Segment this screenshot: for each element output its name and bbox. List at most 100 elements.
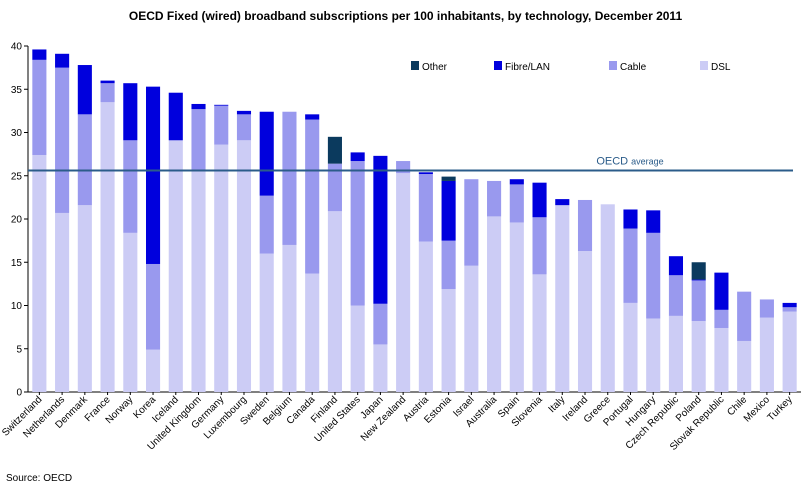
bar-dsl-austria [418,241,433,392]
bar-cable-israel [464,179,479,266]
x-tick-label-mexico: Mexico [742,394,772,424]
bar-fibre-lan-luxembourg [236,110,252,115]
bar-fibre-lan-netherlands [55,53,70,68]
bar-fibre-lan-hungary [646,210,661,233]
bar-fibre-lan-united-kingdom [191,103,206,110]
y-tick-label: 15 [11,258,23,269]
bar-cable-finland [327,163,342,212]
oecd-average-label: OECD average [596,156,663,168]
bar-dsl-chile [737,340,752,392]
bar-fibre-lan-poland [691,279,706,281]
bar-dsl-new-zealand [396,173,411,392]
bar-dsl-hungary [646,318,661,392]
y-tick-label: 5 [16,344,22,355]
legend-label-cable: Cable [620,62,647,73]
bar-cable-netherlands [55,67,70,213]
bar-cable-united-kingdom [191,109,206,170]
y-tick-label: 30 [11,128,23,139]
bar-fibre-lan-spain [509,179,524,185]
bar-fibre-lan-france [100,80,115,84]
broadband-stacked-bar-chart: 0 5 10 15 20 25 30 35 40 OECD average Other Fibre… [0,42,801,453]
bar-fibre-lan-japan [373,155,388,304]
bar-dsl-italy [555,205,570,392]
bar-dsl-finland [327,211,342,392]
legend: Other Fibre/LAN Cable DSL [411,61,731,73]
bar-cable-norway [123,140,138,233]
bar-dsl-united-kingdom [191,169,206,392]
bar-cable-hungary [646,232,661,319]
bar-dsl-slovenia [532,274,547,392]
legend-label-fibre-lan: Fibre/LAN [505,62,550,73]
bar-fibre-lan-czech-republic [668,256,684,276]
bar-dsl-slovak-republic [714,327,729,392]
bar-dsl-switzerland [32,154,47,392]
y-tick-label: 25 [11,171,23,182]
y-tick-label: 20 [11,215,23,226]
bar-fibre-lan-iceland [168,92,183,141]
y-tick-label: 40 [11,42,23,53]
bar-dsl-spain [509,222,524,392]
bar-cable-poland [691,280,706,322]
chart-title: OECD Fixed (wired) broadband subscriptio… [128,9,683,23]
bar-cable-canada [305,119,320,274]
bar-other-estonia [441,176,456,181]
bar-cable-chile [737,291,752,341]
bar-dsl-greece [600,204,615,392]
y-tick-label: 0 [16,388,22,399]
bar-fibre-lan-italy [555,199,570,206]
bar-cable-france [100,83,115,103]
bar-cable-austria [418,174,433,242]
bar-dsl-turkey [782,311,797,392]
bar-cable-spain [509,184,524,223]
bar-fibre-lan-united-states [350,152,365,162]
bar-dsl-france [100,102,115,392]
bar-other-poland [691,262,706,280]
bar-cable-united-states [350,161,365,306]
bar-cable-slovenia [532,217,547,275]
legend-label-dsl: DSL [711,62,731,73]
bar-cable-czech-republic [668,275,684,316]
legend-swatch-fibre-lan [494,61,502,70]
bar-dsl-ireland [577,251,593,392]
bar-dsl-canada [305,273,320,392]
bars-layer [32,49,797,392]
x-axis-labels: SwitzerlandNetherlandsDenmarkFranceNorwa… [0,392,795,453]
bar-cable-germany [214,105,229,145]
bar-dsl-iceland [168,140,183,392]
y-tick-label: 10 [11,301,23,312]
bar-dsl-poland [691,321,706,392]
reference-line-layer: OECD average [28,156,793,172]
bar-cable-turkey [782,307,797,312]
bar-dsl-germany [214,144,229,392]
bar-cable-sweden [259,195,274,254]
bar-fibre-lan-sweden [259,111,274,196]
bar-dsl-norway [123,232,138,392]
bar-dsl-japan [373,344,388,392]
bar-cable-luxembourg [236,114,252,141]
x-tick-label-turkey: Turkey [766,394,795,423]
bar-fibre-lan-portugal [623,209,638,229]
bar-cable-ireland [577,199,593,252]
legend-swatch-cable [609,61,617,70]
bar-fibre-lan-austria [418,172,433,175]
bar-fibre-lan-germany [214,104,229,106]
bar-dsl-netherlands [55,212,70,392]
bar-dsl-korea [145,349,161,392]
bar-cable-switzerland [32,59,47,155]
legend-swatch-dsl [700,61,708,70]
legend-label-other: Other [422,62,448,73]
bar-dsl-estonia [441,289,456,392]
bar-dsl-czech-republic [668,315,684,392]
bar-fibre-lan-denmark [77,65,92,115]
bar-cable-japan [373,303,388,345]
chart-source: Source: OECD [6,473,73,484]
bar-other-finland [327,136,342,164]
y-tick-label: 35 [11,85,23,96]
bar-dsl-israel [464,265,479,392]
bar-fibre-lan-turkey [782,302,797,308]
bar-fibre-lan-slovak-republic [714,272,729,310]
bar-cable-australia [487,180,502,217]
bar-cable-portugal [623,228,638,303]
bar-cable-belgium [282,111,297,245]
bar-fibre-lan-slovenia [532,182,547,218]
